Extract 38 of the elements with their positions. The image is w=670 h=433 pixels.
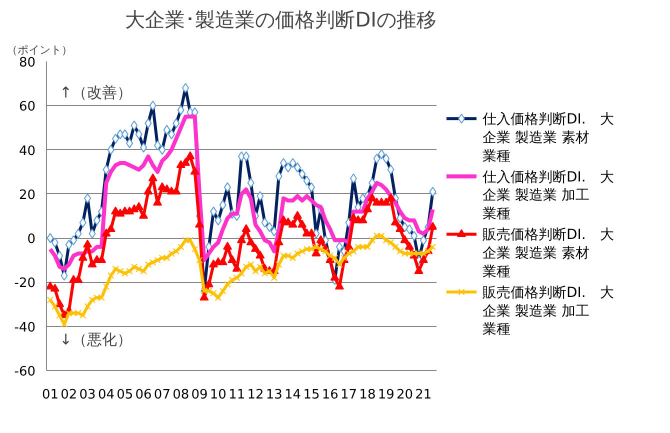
x-tick-label: 07 [154, 388, 170, 402]
x-tick-label: 16 [322, 388, 338, 402]
annotation: ↑（改善） [60, 83, 132, 102]
legend-label: 販売価格判断DI. 大企業 製造業 素材業種 [482, 227, 614, 280]
y-tick-label: -20 [14, 276, 36, 292]
x-tick-label: 21 [415, 388, 432, 402]
x-tick-label: 01 [42, 388, 59, 402]
x-tick-label: 18 [359, 388, 376, 402]
x-tick-label: 04 [98, 388, 114, 402]
x-tick-label: 12 [247, 388, 264, 402]
x-tick-label: 08 [172, 388, 190, 402]
x-tick-label: 17 [340, 388, 358, 402]
x-tick-label: 03 [79, 388, 96, 402]
y-tick-label: -40 [14, 320, 36, 336]
x-tick-label: 13 [266, 388, 282, 402]
y-tick-label: 60 [18, 100, 36, 115]
y-tick-label: 20 [18, 188, 36, 203]
x-tick-label: 02 [60, 388, 78, 402]
x-tick-label: 19 [378, 388, 394, 402]
x-tick-label: 20 [396, 388, 414, 402]
y-tick-label: 40 [18, 144, 36, 159]
y-tick-label: -60 [14, 364, 36, 380]
x-tick-label: 14 [284, 388, 302, 402]
y-tick-label: 80 [18, 56, 36, 70]
x-tick-label: 05 [116, 388, 134, 402]
legend-label: 仕入価格判断DI. 大企業 製造業 素材業種 [482, 111, 614, 164]
x-tick-label: 09 [191, 388, 208, 402]
legend-label: 販売価格判断DI. 大企業 製造業 加工業種 [482, 284, 614, 338]
annotation: ↓（悪化） [60, 330, 132, 349]
line-series [48, 114, 435, 271]
y-axis-title: （ポイント） [6, 44, 72, 56]
x-tick-label: 06 [135, 388, 152, 402]
y-tick-label: 0 [27, 232, 36, 248]
legend-label: 仕入価格判断DI. 大企業 製造業 加工業種 [482, 169, 614, 222]
x-tick-label: 11 [228, 388, 246, 402]
x-tick-label: 10 [210, 388, 226, 402]
chart-title: 大企業･製造業の価格判断DIの推移 [125, 8, 437, 32]
x-tick-label: 15 [303, 388, 320, 402]
